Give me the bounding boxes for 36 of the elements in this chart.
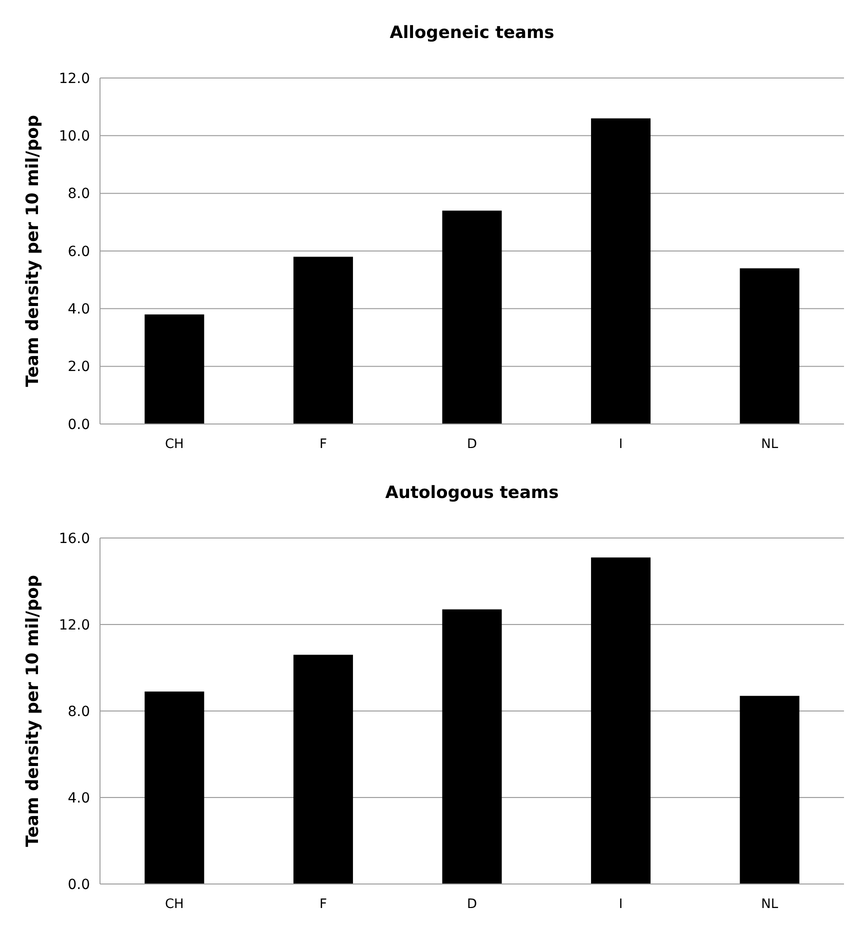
chart-title: Allogeneic teams xyxy=(390,23,554,43)
chart-title: Autologous teams xyxy=(385,483,559,503)
x-tick-label: NL xyxy=(761,897,779,912)
y-tick-label: 4.0 xyxy=(68,302,90,318)
y-tick-label: 0.0 xyxy=(68,876,90,893)
x-tick-label: NL xyxy=(761,437,779,452)
y-axis-title: Team density per 10 mil/pop xyxy=(23,574,43,848)
y-tick-label: 12.0 xyxy=(58,70,90,87)
y-tick-label: 4.0 xyxy=(68,790,90,806)
bar xyxy=(740,268,800,424)
y-tick-label: 16.0 xyxy=(58,530,90,547)
y-tick-label: 8.0 xyxy=(68,704,90,720)
x-tick-label: CH xyxy=(164,437,184,452)
x-tick-label: F xyxy=(319,897,327,912)
x-tick-label: I xyxy=(618,437,623,452)
x-tick-label: D xyxy=(466,897,478,912)
bar xyxy=(442,609,502,884)
x-tick-label: CH xyxy=(164,897,184,912)
y-tick-label: 12.0 xyxy=(58,617,90,634)
y-tick-label: 0.0 xyxy=(68,416,90,433)
bar xyxy=(293,654,353,884)
y-tick-label: 6.0 xyxy=(68,244,90,260)
x-tick-label: D xyxy=(466,437,478,452)
x-tick-label: I xyxy=(618,897,623,912)
bar xyxy=(740,696,800,884)
y-tick-label: 8.0 xyxy=(68,186,90,202)
bar xyxy=(442,210,502,424)
bar xyxy=(144,692,204,884)
bar xyxy=(144,314,204,424)
y-tick-label: 10.0 xyxy=(58,128,90,145)
bar xyxy=(293,256,353,424)
bar xyxy=(591,118,651,424)
x-tick-label: F xyxy=(319,437,327,452)
y-axis-title: Team density per 10 mil/pop xyxy=(23,114,43,388)
bar xyxy=(591,557,651,884)
y-tick-label: 2.0 xyxy=(68,359,90,376)
